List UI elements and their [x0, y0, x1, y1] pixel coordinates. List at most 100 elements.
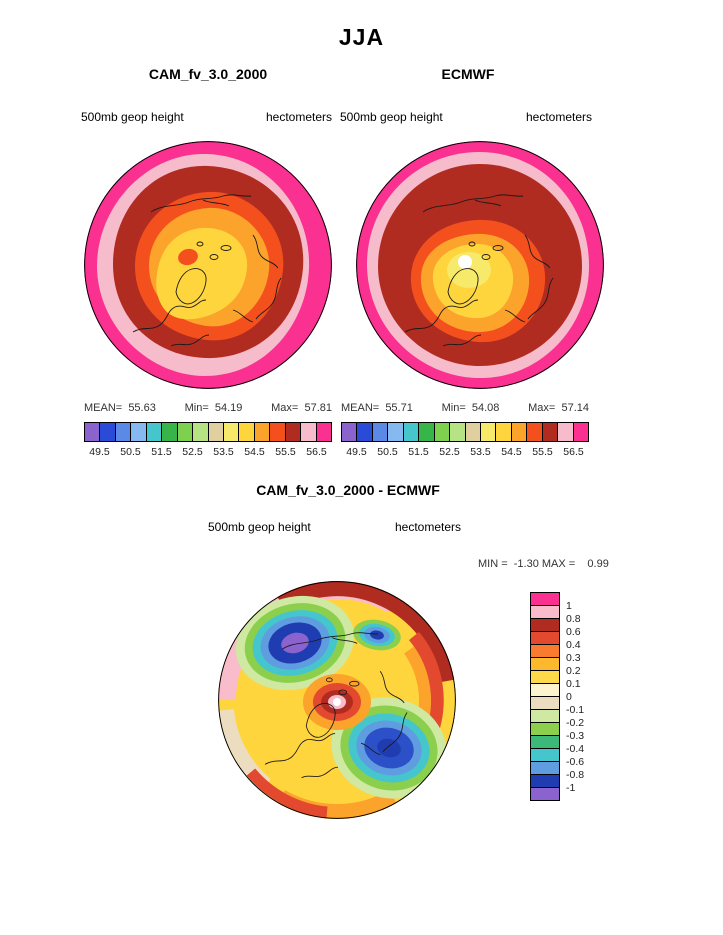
cam-contour-fills: [84, 141, 332, 389]
colorbar-cell: [99, 422, 116, 442]
colorbar-cell: [269, 422, 286, 442]
diff-legend-cell: [530, 748, 560, 762]
colorbar-cell: [300, 422, 317, 442]
cam-map-plot: [84, 141, 332, 389]
diff-legend-cell: [530, 709, 560, 723]
colorbar-tick-label: 54.5: [244, 446, 265, 458]
diff-legend-label: 1: [566, 600, 572, 612]
colorbar-tick-label: 55.5: [275, 446, 296, 458]
colorbar-cell: [192, 422, 209, 442]
colorbar-tick-label: 49.5: [346, 446, 367, 458]
colorbar-cell: [130, 422, 147, 442]
colorbar-cell: [356, 422, 373, 442]
diff-legend-label: 0.3: [566, 652, 581, 664]
colorbar-tick-label: 56.5: [306, 446, 327, 458]
colorbar-cell: [341, 422, 358, 442]
cam-stat-min: Min= 54.19: [184, 402, 243, 414]
diff-legend-cell: [530, 722, 560, 736]
diff-legend-cell: [530, 696, 560, 710]
diff-map-plot: [218, 581, 456, 819]
colorbar-cell: [176, 422, 194, 442]
colorbar-cell: [222, 422, 240, 442]
cam-panel-title: CAM_fv_3.0_2000: [148, 66, 268, 82]
colorbar-cell: [371, 422, 389, 442]
diff-units-label: hectometers: [394, 520, 461, 534]
colorbar-cell: [495, 422, 512, 442]
colorbar-cell: [526, 422, 543, 442]
ecmwf-stat-max: Max= 57.14: [528, 402, 589, 414]
diff-legend-label: -0.2: [566, 717, 585, 729]
diff-legend-label: -0.4: [566, 743, 585, 755]
ecmwf-colorbar-ticks: 49.5 50.5 51.5 52.5 53.5 54.5 55.5 56.5: [341, 446, 589, 458]
colorbar-cell: [541, 422, 559, 442]
colorbar-cell: [238, 422, 255, 442]
colorbar-cell: [479, 422, 497, 442]
diff-legend-label: -0.6: [566, 756, 585, 768]
colorbar-tick-label: 54.5: [501, 446, 522, 458]
diff-legend-label: -0.8: [566, 769, 585, 781]
ecmwf-field-label: 500mb geop height: [340, 110, 443, 124]
colorbar-cell: [418, 422, 435, 442]
ecmwf-contour-fills: [356, 141, 604, 389]
diff-legend-cell: [530, 631, 560, 645]
diff-legend-label: -0.3: [566, 730, 585, 742]
cam-colorbar: [84, 422, 332, 442]
colorbar-cell: [557, 422, 574, 442]
colorbar-tick-label: 50.5: [120, 446, 141, 458]
ecmwf-sub-row: 500mb geop height hectometers: [340, 110, 592, 124]
colorbar-cell: [207, 422, 224, 442]
diff-legend-cell: [530, 761, 560, 775]
diff-legend-cell: [530, 683, 560, 697]
diff-legend-cell: [530, 605, 560, 619]
colorbar-cell: [464, 422, 481, 442]
diff-legend-cell: [530, 774, 560, 788]
ecmwf-map-plot: [356, 141, 604, 389]
diff-field-label: 500mb geop height: [208, 520, 311, 534]
diff-legend-cell: [530, 644, 560, 658]
colorbar-tick-label: 55.5: [532, 446, 553, 458]
diff-legend-label: 0.4: [566, 639, 581, 651]
diff-legend-cell: [530, 670, 560, 684]
colorbar-cell: [433, 422, 451, 442]
diff-legend-cell: [530, 735, 560, 749]
cam-units-label: hectometers: [265, 110, 332, 124]
colorbar-tick-label: 52.5: [182, 446, 203, 458]
colorbar-tick-label: 52.5: [439, 446, 460, 458]
ecmwf-stat-min: Min= 54.08: [441, 402, 500, 414]
colorbar-tick-label: 49.5: [89, 446, 110, 458]
colorbar-cell: [449, 422, 466, 442]
figure-title: JJA: [338, 24, 385, 50]
colorbar-cell: [114, 422, 132, 442]
diff-legend-bar: [530, 592, 560, 801]
cam-field-label: 500mb geop height: [81, 110, 184, 124]
diff-legend-label: -0.1: [566, 704, 585, 716]
diff-sub-row: 500mb geop height hectometers: [208, 520, 461, 534]
colorbar-cell: [510, 422, 528, 442]
diff-legend-label: 0.2: [566, 665, 581, 677]
diff-minmax: MIN = -1.30 MAX = 0.99: [478, 558, 609, 570]
diff-legend-cell: [530, 657, 560, 671]
colorbar-cell: [145, 422, 163, 442]
colorbar-tick-label: 51.5: [151, 446, 172, 458]
ecmwf-stats: MEAN= 55.71 Min= 54.08 Max= 57.14: [341, 402, 589, 414]
diff-legend-label: 0.6: [566, 626, 581, 638]
ecmwf-stat-mean: MEAN= 55.71: [341, 402, 413, 414]
diff-legend-label: 0.1: [566, 678, 581, 690]
ecmwf-units-label: hectometers: [525, 110, 592, 124]
diff-legend-label: -1: [566, 782, 576, 794]
diff-legend-label: 0.8: [566, 613, 581, 625]
colorbar-tick-label: 53.5: [213, 446, 234, 458]
colorbar-cell: [253, 422, 271, 442]
colorbar-cell: [402, 422, 420, 442]
cam-stats: MEAN= 55.63 Min= 54.19 Max= 57.81: [84, 402, 332, 414]
ecmwf-panel-title: ECMWF: [441, 66, 495, 82]
cam-colorbar-ticks: 49.5 50.5 51.5 52.5 53.5 54.5 55.5 56.5: [84, 446, 332, 458]
colorbar-tick-label: 56.5: [563, 446, 584, 458]
diff-legend-cell: [530, 787, 560, 801]
colorbar-tick-label: 51.5: [408, 446, 429, 458]
diff-legend-label: 0: [566, 691, 572, 703]
colorbar-cell: [387, 422, 404, 442]
colorbar-cell: [572, 422, 589, 442]
cam-stat-mean: MEAN= 55.63: [84, 402, 156, 414]
